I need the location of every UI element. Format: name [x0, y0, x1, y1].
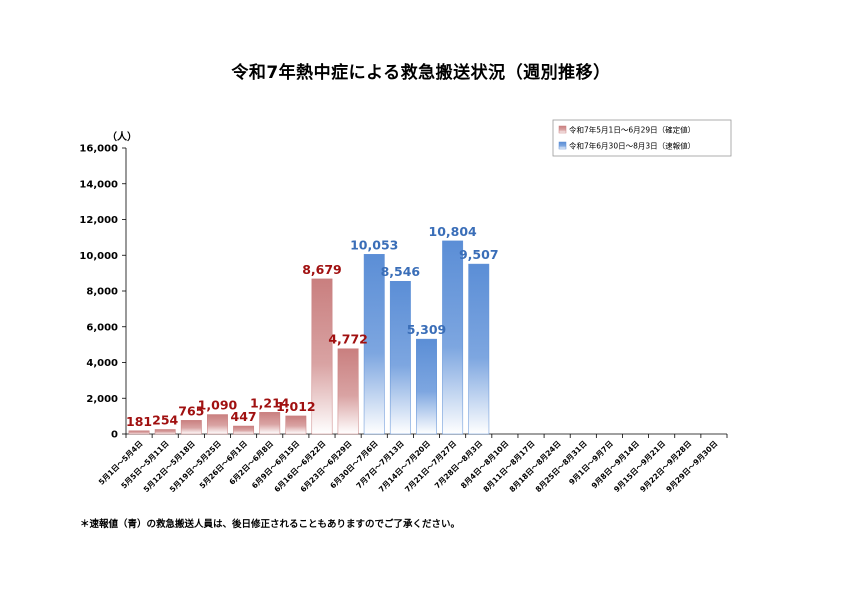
data-label: 1,214	[250, 395, 290, 410]
x-tick-label: 7月28日～8月3日	[433, 439, 484, 490]
data-label: 8,546	[381, 264, 421, 279]
data-label: 10,053	[350, 237, 398, 252]
data-label: 254	[152, 412, 178, 427]
bar	[337, 348, 359, 435]
x-tick-label: 9月29日～9月30日	[664, 439, 719, 494]
data-label: 1,012	[276, 399, 316, 414]
legend-swatch-confirmed	[558, 125, 567, 134]
x-tick-label: 8月4日～8月10日	[459, 439, 510, 490]
data-label: 8,679	[302, 262, 342, 277]
x-tick-label: 7月7日～7月13日	[354, 439, 405, 490]
legend-box	[552, 119, 732, 157]
x-tick-label: 9月8日～9月14日	[590, 439, 641, 490]
bar	[285, 415, 307, 435]
y-tick-label: 12,000	[79, 215, 118, 226]
data-label: 447	[231, 409, 257, 424]
data-label: 181	[126, 414, 152, 429]
bars	[128, 240, 490, 435]
legend-label-confirmed: 令和7年5月1日～6月29日（確定値）	[569, 125, 695, 135]
y-tick-label: 14,000	[79, 179, 118, 190]
bar	[259, 412, 281, 435]
bar	[416, 338, 437, 435]
x-tick-label: 5月5日～5月11日	[119, 439, 170, 490]
chart-title: 令和7年熱中症による救急搬送状況（週別推移）	[231, 63, 611, 83]
bar	[233, 425, 255, 435]
x-axis-labels: 5月1日～5月4日5月5日～5月11日5月12日～5月18日5月19日～5月25…	[97, 439, 720, 494]
bar	[180, 420, 202, 435]
data-label: 1,090	[198, 398, 238, 413]
y-tick-label: 2,000	[86, 394, 118, 405]
data-label: 10,804	[429, 224, 478, 239]
bar	[207, 414, 228, 435]
legend: 令和7年5月1日～6月29日（確定値） 令和7年6月30日～8月3日（速報値）	[552, 119, 732, 157]
bar	[389, 280, 411, 435]
footnote: ＊速報値（青）の救急搬送人員は、後日修正されることもありますのでご了承ください。	[80, 519, 461, 530]
y-axis-unit-label: （人）	[107, 130, 137, 143]
x-tick-label: 5月26日～6月1日	[198, 439, 249, 490]
y-tick-label: 4,000	[86, 358, 118, 369]
y-tick-label: 0	[111, 430, 118, 441]
data-label: 5,309	[407, 322, 447, 337]
bar	[311, 278, 333, 435]
bar	[154, 429, 176, 435]
data-label: 765	[178, 403, 204, 418]
bar	[128, 430, 150, 435]
legend-swatch-preliminary	[558, 141, 567, 150]
bar	[468, 263, 490, 435]
x-tick-label: 6月30日～7月6日	[328, 439, 379, 490]
y-tick-label: 16,000	[79, 144, 118, 155]
y-tick-label: 8,000	[86, 287, 118, 298]
y-tick-label: 10,000	[79, 251, 118, 262]
bar	[442, 240, 464, 435]
data-label: 9,507	[459, 247, 499, 262]
y-tick-label: 6,000	[86, 322, 118, 333]
x-tick-label: 5月1日～5月4日	[97, 439, 145, 487]
legend-label-preliminary: 令和7年6月30日～8月3日（速報値）	[569, 141, 695, 151]
bar	[363, 254, 385, 435]
data-label: 4,772	[328, 332, 368, 347]
x-tick-label: 6月9日～6月15日	[250, 439, 301, 490]
